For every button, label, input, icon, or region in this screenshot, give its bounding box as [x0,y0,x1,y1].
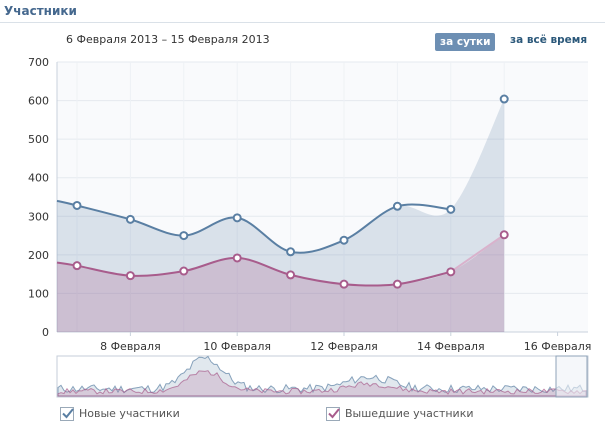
y-tick-label: 600 [28,95,49,108]
period-all-button[interactable]: за всё время [510,34,588,46]
y-tick-label: 700 [28,56,49,69]
navigator-new-area [57,355,587,397]
point-left [179,266,189,276]
new-members-checkbox[interactable] [60,407,74,421]
section-title: Участники [4,4,77,18]
date-range: 6 Февраля 2013 – 15 Февраля 2013 [66,33,270,46]
point-left [232,253,242,263]
point-new [232,213,242,223]
legend-new-label: Новые участники [79,407,180,420]
point-left [392,279,402,289]
point-new [499,94,509,104]
y-tick-label: 200 [28,249,49,262]
point-left [499,230,509,240]
series-left-area [57,234,505,332]
point-left [72,261,82,271]
members-chart: 0 100 200 300 400 500 600 700 8 Февраля 10 Феврал… [28,56,592,398]
series-left-line-tail [450,233,505,273]
point-new [286,247,296,257]
point-left [286,270,296,280]
x-tick-label: 12 Февраля [310,340,378,353]
plot-area [57,62,588,332]
header-divider [0,22,605,23]
point-new [392,201,402,211]
x-tick-label: 10 Февраля [203,340,271,353]
y-tick-label: 500 [28,133,49,146]
point-new [446,204,456,214]
legend-left-label: Вышедшие участники [345,407,474,420]
left-members-checkbox[interactable] [326,407,340,421]
y-tick-label: 400 [28,172,49,185]
point-left [125,271,135,281]
y-tick-label: 300 [28,210,49,223]
point-new [339,235,349,245]
point-left [446,267,456,277]
navigator-selection [555,355,588,398]
y-tick-label: 100 [28,287,49,300]
navigator-left-area [57,370,587,397]
x-tick-label: 14 Февраля [417,340,485,353]
x-tick-label: 16 Февраля [524,340,592,353]
point-new [125,214,135,224]
point-new [72,200,82,210]
point-left [339,279,349,289]
x-tick-label: 8 Февраля [100,340,161,353]
y-tick-label: 0 [42,326,49,339]
period-day-button[interactable]: за сутки [435,33,496,51]
point-new [179,231,189,241]
